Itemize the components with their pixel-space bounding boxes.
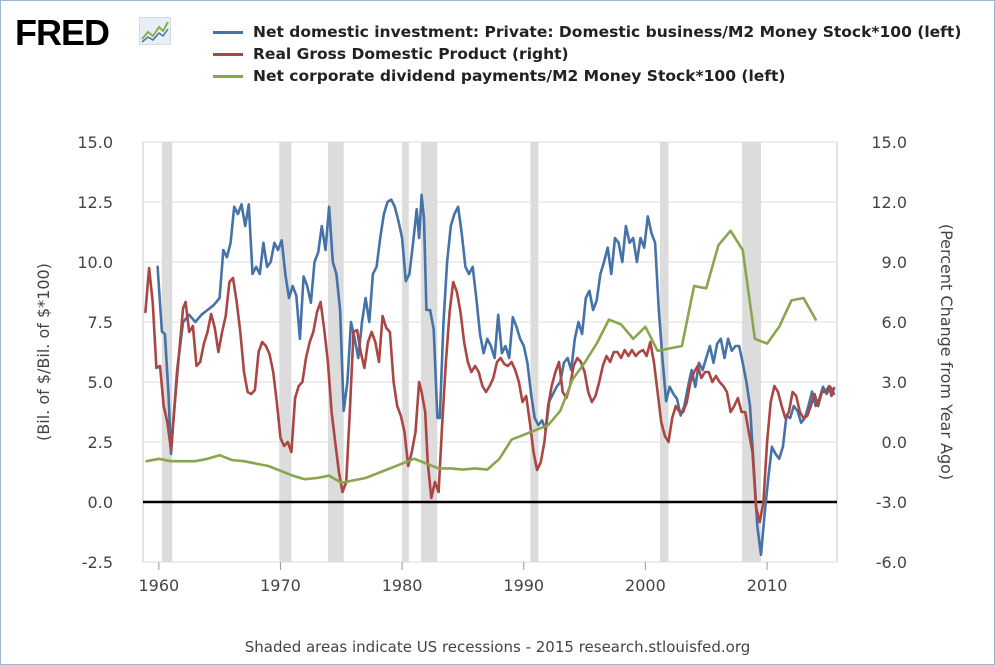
legend-item-real-gdp: Real Gross Domestic Product (right)	[213, 43, 973, 65]
y-left-tick-label-0: 15.0	[77, 133, 113, 152]
legend-label-net-domestic-investment: Net domestic investment: Private: Domest…	[253, 23, 962, 41]
series-line-net-corporate-dividend-payments-m2-money	[145, 229, 818, 485]
recession-band-1	[279, 142, 292, 562]
legend-item-net-corporate-dividend: Net corporate dividend payments/M2 Money…	[213, 65, 973, 87]
series-line-real-gross-domestic-product-right	[144, 266, 836, 524]
y-right-tick-label-2: 9.0	[882, 253, 907, 272]
series-lines	[144, 193, 836, 557]
y-right-tick-label-7: -6.0	[876, 553, 907, 572]
y-left-tick-label-2: 10.0	[77, 253, 113, 272]
y-left-tick-label-3: 7.5	[88, 313, 113, 332]
legend-swatch-real-gdp	[213, 53, 243, 56]
y-left-tick-label-1: 12.5	[77, 193, 113, 212]
x-tick-label-3: 1990	[503, 576, 544, 595]
y-right-tick-label-1: 12.0	[871, 193, 907, 212]
y-left-tick-label-5: 2.5	[88, 433, 113, 452]
x-tick-label-2: 1980	[382, 576, 423, 595]
legend-label-real-gdp: Real Gross Domestic Product (right)	[253, 45, 569, 63]
y-right-tick-label-0: 15.0	[871, 133, 907, 152]
y-axis-right-label: (Percent Change from Year Ago)	[937, 224, 956, 480]
y-left-tick-label-6: 0.0	[88, 493, 113, 512]
recession-band-5	[530, 142, 539, 562]
legend: Net domestic investment: Private: Domest…	[213, 21, 973, 87]
y-right-tick-label-6: -3.0	[876, 493, 907, 512]
legend-label-net-corporate-dividend: Net corporate dividend payments/M2 Money…	[253, 67, 786, 85]
x-axis: 1960 1970 1980 1990 2000 2010	[138, 562, 787, 595]
left-axis: 15.0 12.5 10.0 7.5 5.0 2.5 0.0 -2.5	[77, 133, 113, 572]
series-line-net-domestic-investment-private-domestic	[156, 193, 836, 557]
legend-swatch-net-corporate-dividend	[213, 75, 243, 78]
plot-area	[142, 141, 838, 563]
x-tick-label-0: 1960	[138, 576, 179, 595]
y-right-tick-label-3: 6.0	[882, 313, 907, 332]
fred-line-chart-icon	[139, 17, 171, 45]
right-axis: 15.0 12.0 9.0 6.0 3.0 0.0 -3.0 -6.0	[871, 133, 907, 572]
y-axis-left-label: (Bil. of $/Bil. of $*100)	[34, 263, 53, 441]
footer-note: Shaded areas indicate US recessions - 20…	[244, 638, 751, 656]
y-right-tick-label-4: 3.0	[882, 373, 907, 392]
recession-band-6	[660, 142, 669, 562]
legend-swatch-net-domestic-investment	[213, 31, 243, 34]
y-right-tick-label-5: 0.0	[882, 433, 907, 452]
x-tick-label-1: 1970	[260, 576, 301, 595]
y-left-tick-label-7: -2.5	[82, 553, 113, 572]
x-tick-label-4: 2000	[625, 576, 666, 595]
y-left-tick-label-4: 5.0	[88, 373, 113, 392]
fred-logo-text: FRED	[15, 12, 110, 53]
x-tick-label-5: 2010	[747, 576, 788, 595]
recession-band-7	[742, 142, 761, 562]
legend-item-net-domestic-investment: Net domestic investment: Private: Domest…	[213, 21, 973, 43]
recession-band-3	[402, 142, 409, 562]
